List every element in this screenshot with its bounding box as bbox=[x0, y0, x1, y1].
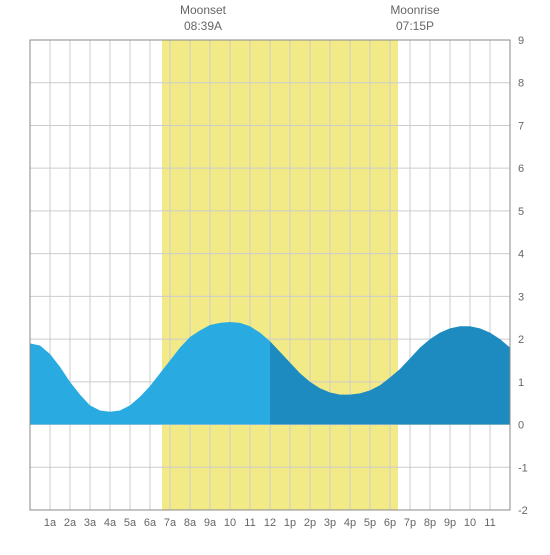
svg-text:-1: -1 bbox=[518, 462, 528, 474]
svg-text:6p: 6p bbox=[384, 517, 396, 529]
svg-text:2a: 2a bbox=[64, 517, 77, 529]
svg-text:5p: 5p bbox=[364, 517, 376, 529]
svg-text:Moonrise: Moonrise bbox=[390, 3, 440, 17]
tide-chart-svg: -2-101234567891a2a3a4a5a6a7a8a9a1011121p… bbox=[0, 0, 550, 550]
svg-text:9p: 9p bbox=[444, 517, 456, 529]
svg-text:12: 12 bbox=[264, 517, 276, 529]
svg-text:3: 3 bbox=[518, 291, 524, 303]
svg-text:11: 11 bbox=[244, 517, 255, 529]
tide-chart: -2-101234567891a2a3a4a5a6a7a8a9a1011121p… bbox=[0, 0, 550, 550]
svg-text:1p: 1p bbox=[284, 517, 296, 529]
svg-text:4a: 4a bbox=[104, 517, 117, 529]
svg-text:7a: 7a bbox=[164, 517, 177, 529]
svg-text:8p: 8p bbox=[424, 517, 436, 529]
svg-text:4p: 4p bbox=[344, 517, 356, 529]
svg-text:4: 4 bbox=[518, 249, 524, 261]
svg-text:2p: 2p bbox=[304, 517, 316, 529]
svg-text:5: 5 bbox=[518, 206, 524, 218]
svg-text:Moonset: Moonset bbox=[180, 3, 227, 17]
svg-text:7p: 7p bbox=[404, 517, 416, 529]
svg-text:1a: 1a bbox=[44, 517, 57, 529]
svg-text:3a: 3a bbox=[84, 517, 97, 529]
svg-text:-2: -2 bbox=[518, 505, 528, 517]
svg-text:6a: 6a bbox=[144, 517, 157, 529]
svg-text:11: 11 bbox=[484, 517, 495, 529]
svg-text:2: 2 bbox=[518, 334, 524, 346]
svg-text:8: 8 bbox=[518, 78, 524, 90]
svg-text:5a: 5a bbox=[124, 517, 137, 529]
svg-text:07:15P: 07:15P bbox=[396, 19, 434, 33]
svg-text:9: 9 bbox=[518, 35, 524, 47]
svg-text:08:39A: 08:39A bbox=[184, 19, 222, 33]
svg-text:10: 10 bbox=[224, 517, 236, 529]
svg-text:6: 6 bbox=[518, 163, 524, 175]
svg-text:10: 10 bbox=[464, 517, 476, 529]
svg-text:8a: 8a bbox=[184, 517, 197, 529]
svg-text:1: 1 bbox=[518, 377, 524, 389]
svg-text:3p: 3p bbox=[324, 517, 336, 529]
svg-text:9a: 9a bbox=[204, 517, 217, 529]
svg-text:0: 0 bbox=[518, 420, 524, 432]
svg-text:7: 7 bbox=[518, 120, 524, 132]
